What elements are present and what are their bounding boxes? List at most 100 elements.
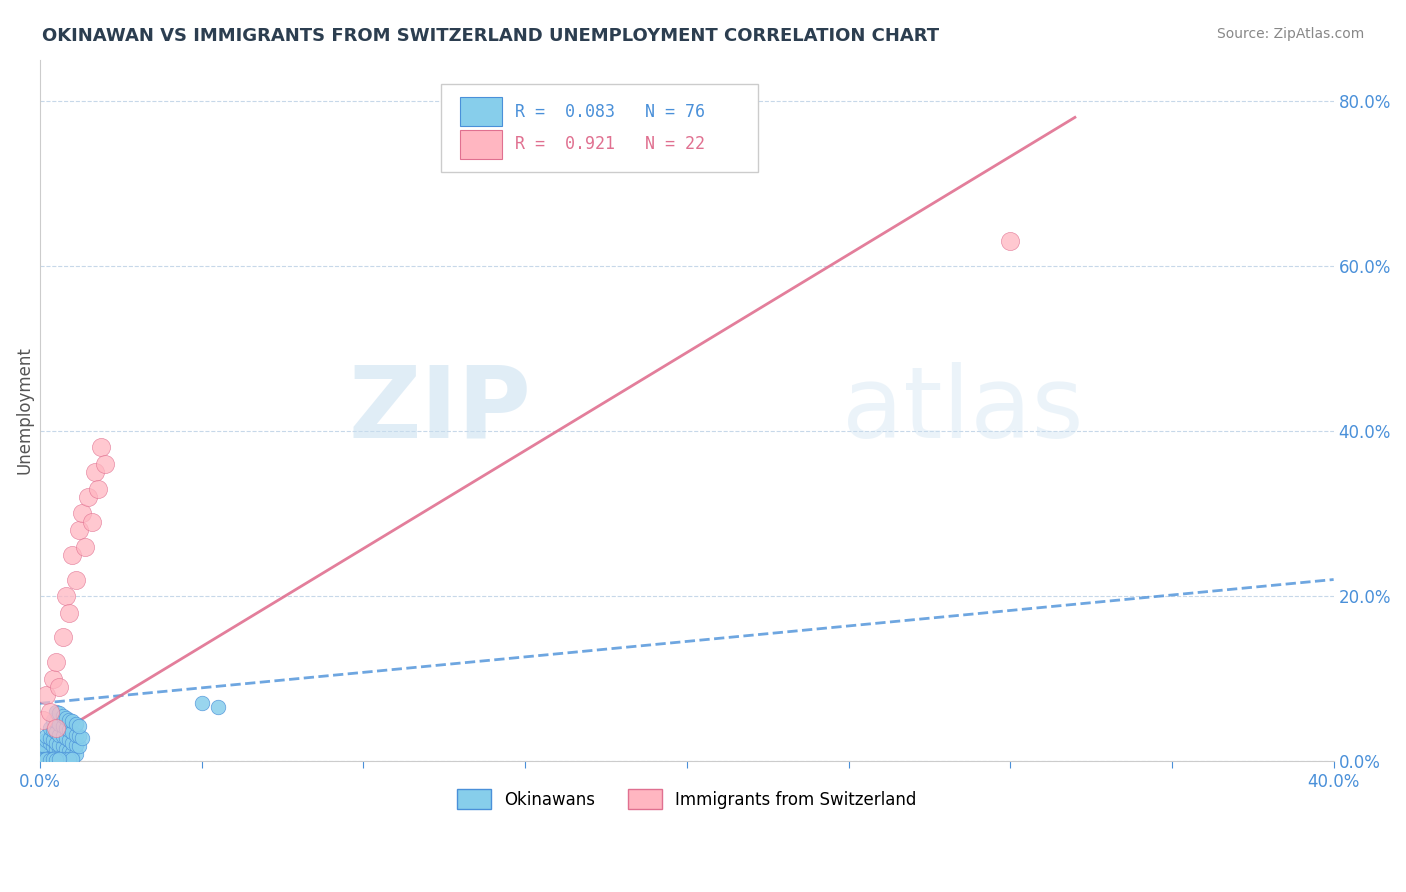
Point xyxy=(52,630,75,644)
Point xyxy=(58,749,80,764)
Point xyxy=(35,729,58,743)
Point xyxy=(55,731,77,745)
Point xyxy=(58,606,80,620)
Point xyxy=(75,540,97,554)
Point xyxy=(65,717,87,731)
Point xyxy=(60,725,83,739)
Point xyxy=(52,729,75,743)
Point xyxy=(58,733,80,747)
Point xyxy=(77,490,100,504)
Point xyxy=(45,751,67,765)
Point xyxy=(48,752,70,766)
Point xyxy=(55,721,77,735)
FancyBboxPatch shape xyxy=(460,129,502,159)
Point xyxy=(28,746,51,760)
Point xyxy=(52,739,75,754)
Point xyxy=(48,744,70,758)
Point xyxy=(65,573,87,587)
Point xyxy=(48,680,70,694)
Point xyxy=(80,515,103,529)
FancyBboxPatch shape xyxy=(441,84,758,172)
Point xyxy=(87,482,110,496)
Point xyxy=(35,743,58,757)
Point xyxy=(42,751,65,765)
Point xyxy=(35,748,58,763)
Point xyxy=(70,507,93,521)
Point xyxy=(32,713,55,727)
Text: Source: ZipAtlas.com: Source: ZipAtlas.com xyxy=(1216,27,1364,41)
Point xyxy=(48,717,70,731)
Point xyxy=(60,750,83,764)
Point xyxy=(32,738,55,752)
Point xyxy=(190,696,212,710)
Point xyxy=(32,752,55,766)
Point xyxy=(42,713,65,727)
Point xyxy=(70,731,93,745)
Point xyxy=(32,753,55,767)
Point xyxy=(45,705,67,719)
Legend: Okinawans, Immigrants from Switzerland: Okinawans, Immigrants from Switzerland xyxy=(450,782,922,816)
FancyBboxPatch shape xyxy=(460,96,502,127)
Point xyxy=(65,728,87,742)
Point xyxy=(55,751,77,765)
Text: atlas: atlas xyxy=(842,362,1084,458)
Point xyxy=(60,746,83,760)
Point xyxy=(42,752,65,766)
Point xyxy=(35,750,58,764)
Point xyxy=(38,753,60,767)
Text: OKINAWAN VS IMMIGRANTS FROM SWITZERLAND UNEMPLOYMENT CORRELATION CHART: OKINAWAN VS IMMIGRANTS FROM SWITZERLAND … xyxy=(42,27,939,45)
Point xyxy=(52,708,75,723)
Point xyxy=(42,739,65,754)
Point xyxy=(48,706,70,721)
Text: R =  0.921   N = 22: R = 0.921 N = 22 xyxy=(515,136,704,153)
Point xyxy=(52,719,75,733)
Point xyxy=(65,738,87,752)
Point xyxy=(38,747,60,761)
Point xyxy=(35,751,58,765)
Point xyxy=(58,744,80,758)
Point xyxy=(38,751,60,765)
Point xyxy=(55,747,77,762)
Point xyxy=(67,739,90,754)
Point xyxy=(45,714,67,729)
Point xyxy=(35,733,58,747)
Point xyxy=(45,751,67,765)
Point xyxy=(35,688,58,702)
Point xyxy=(84,465,107,479)
Point xyxy=(45,725,67,739)
Point xyxy=(32,739,55,754)
Point xyxy=(48,728,70,742)
Point xyxy=(55,589,77,603)
Point xyxy=(28,741,51,756)
Point xyxy=(32,747,55,762)
Point xyxy=(45,753,67,767)
Point xyxy=(42,672,65,686)
Point xyxy=(55,741,77,756)
Point xyxy=(93,457,115,471)
Point xyxy=(38,705,60,719)
Point xyxy=(52,752,75,766)
Point xyxy=(38,721,60,735)
Point xyxy=(67,719,90,733)
Point xyxy=(90,441,112,455)
Point xyxy=(67,729,90,743)
Point xyxy=(207,700,229,714)
Point xyxy=(42,733,65,747)
Point xyxy=(35,752,58,766)
Point xyxy=(60,751,83,765)
Point xyxy=(58,752,80,766)
Point xyxy=(45,655,67,669)
Point xyxy=(60,548,83,562)
Point xyxy=(45,736,67,750)
Point xyxy=(58,713,80,727)
Point xyxy=(38,752,60,766)
Point xyxy=(38,731,60,745)
Point xyxy=(60,736,83,750)
Point xyxy=(45,721,67,735)
Point xyxy=(48,738,70,752)
Point xyxy=(45,741,67,756)
Point xyxy=(38,736,60,750)
Text: R =  0.083   N = 76: R = 0.083 N = 76 xyxy=(515,103,704,120)
Text: ZIP: ZIP xyxy=(349,362,531,458)
Point xyxy=(32,744,55,758)
